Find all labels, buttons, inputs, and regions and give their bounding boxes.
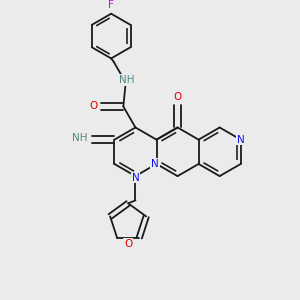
Text: NH: NH [119,75,135,85]
Text: O: O [173,92,182,102]
Text: N: N [132,172,139,183]
Text: F: F [108,0,114,11]
Text: N: N [151,159,159,169]
Text: N: N [237,135,244,145]
Text: O: O [89,101,98,111]
Text: O: O [124,239,132,249]
Text: NH: NH [72,133,87,143]
